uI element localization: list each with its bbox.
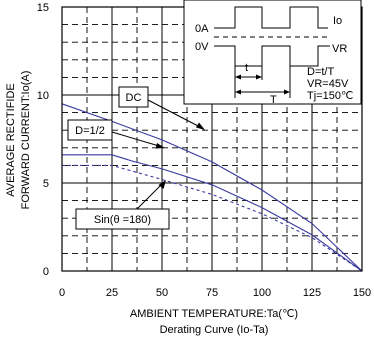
inset-t-label: t [245, 62, 248, 74]
inset-io-label: Io [333, 15, 342, 27]
inset-tj-value: Tj=150℃ [307, 90, 353, 102]
x-tick-label: 0 [59, 287, 65, 299]
curve-series-1 [62, 154, 363, 272]
label-d12-arrowhead [155, 143, 165, 149]
inset-waveform: 0A Io 0V VR t T D=t/T VR=45V Tj=150℃ [183, 0, 362, 106]
y-tick-label: 15 [37, 2, 49, 14]
x-tick-label: 125 [303, 287, 321, 299]
inset-oa-label: 0A [195, 23, 209, 35]
inset-current-waveform [214, 6, 328, 29]
label-sin-arrowhead [158, 180, 166, 189]
label-dc-box [118, 86, 149, 108]
x-tick-label: 25 [106, 287, 118, 299]
inset-voltage-waveform [214, 45, 330, 67]
label-sin: Sin(θ =180) [94, 214, 151, 226]
inset-T-arrowhead-left [235, 89, 241, 95]
label-dc-group: DC [118, 86, 205, 130]
y-axis-label-line2: FORWARD CURRENT:Io(A) [20, 71, 32, 210]
label-d12-leader [111, 131, 160, 147]
chart-caption: Derating Curve (Io-Ta) [160, 324, 269, 336]
label-dc-arrowhead [196, 122, 205, 130]
inset-T-arrowhead-right [284, 89, 290, 95]
y-tick-label: 0 [43, 266, 49, 278]
inset-T-label: T [270, 94, 277, 106]
inset-vr-label: VR [332, 43, 347, 55]
y-axis-label-line1: AVERAGE RECTIFIDE [5, 83, 17, 196]
inset-t-arrowhead-left [235, 74, 241, 80]
y-tick-labels: 0 5 10 15 [37, 2, 49, 278]
label-d12-group: D=1/2 [67, 119, 165, 149]
inset-t-arrowhead-right [256, 74, 262, 80]
x-axis-label: AMBIENT TEMPERATURE:Ta(℃) [130, 308, 298, 320]
label-dc: DC [126, 92, 142, 104]
inset-frame [183, 0, 362, 105]
label-d12: D=1/2 [75, 125, 105, 137]
x-tick-labels: 0 25 50 75 100 125 150 [59, 287, 371, 299]
label-sin-box [75, 208, 170, 230]
label-sin-leader [136, 183, 163, 210]
label-dc-leader [147, 99, 201, 128]
inset-vr-value: VR=45V [307, 78, 349, 90]
y-tick-label: 10 [37, 90, 49, 102]
x-tick-label: 100 [253, 287, 271, 299]
y-tick-label: 5 [43, 178, 49, 190]
inset-ov-label: 0V [195, 41, 209, 53]
x-tick-label: 50 [156, 287, 168, 299]
inset-d-formula: D=t/T [307, 66, 334, 78]
label-sin-group: Sin(θ =180) [75, 180, 170, 230]
label-d12-box [67, 119, 113, 141]
curve-series-2 [62, 164, 363, 272]
x-tick-label: 150 [353, 287, 371, 299]
x-tick-label: 75 [206, 287, 218, 299]
